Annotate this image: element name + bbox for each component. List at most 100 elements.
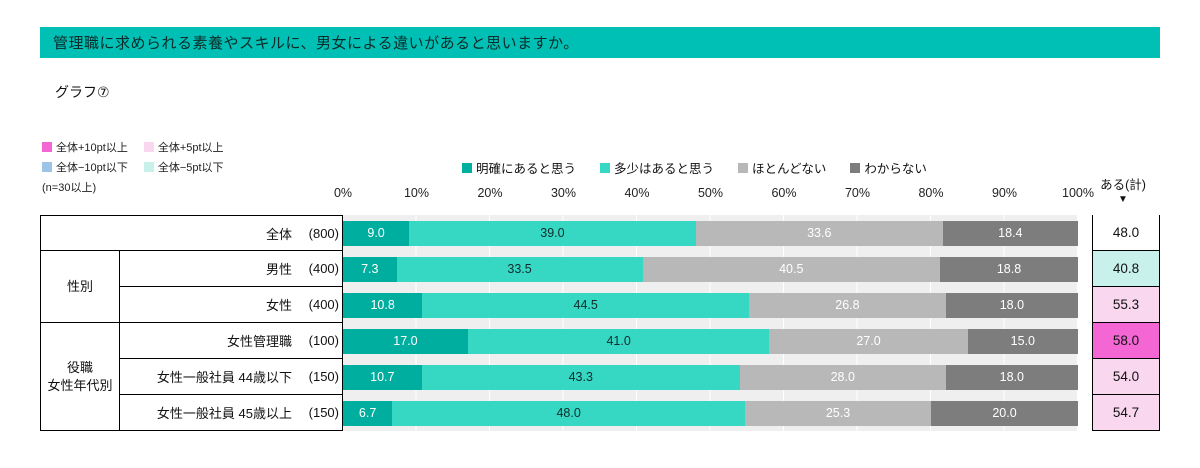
axis-tick: 50%: [697, 186, 724, 200]
bar-segment-hardly: 27.0: [769, 328, 968, 354]
lightgray-series-swatch-icon: [738, 162, 749, 173]
bar-segment-hardly: 25.3: [745, 400, 931, 426]
bar-value: 25.3: [825, 406, 851, 420]
bar-segment-dontknow: 15.0: [967, 328, 1078, 354]
blue-minus10-swatch-icon: [42, 162, 52, 172]
bar-segment-dontknow: 18.4: [942, 220, 1078, 246]
axis-tick: 10%: [403, 186, 430, 200]
series-label: 多少はあると思う: [614, 162, 715, 176]
bar-row: 9.0 39.0 33.6 18.4: [343, 215, 1078, 251]
row-n: (150): [308, 369, 339, 384]
bar-segment-definitely: 9.0: [343, 220, 410, 246]
threshold-label: 全体−10pt以下: [56, 162, 128, 174]
row-label: 全体: [265, 226, 292, 242]
axis-tick: 0%: [333, 186, 353, 200]
bar-segment-definitely: 17.0: [343, 328, 468, 354]
question-title: 管理職に求められる素養やスキルに、男女による違いがあると思いますか。: [53, 35, 579, 52]
series-label: 明確にあると思う: [476, 162, 577, 176]
total-cell: 54.7: [1092, 395, 1160, 431]
bar-segment-dontknow: 20.0: [930, 400, 1078, 426]
row-label-josei-kanrishoku: 女性管理職 (100): [120, 323, 343, 359]
total-column-header: ある(計) ▼: [1088, 174, 1158, 205]
cyan-minus5-swatch-icon: [143, 162, 154, 172]
group-line: 役職: [66, 359, 93, 375]
total-cell: 58.0: [1092, 323, 1160, 359]
row-label: 女性: [265, 298, 292, 313]
bar-row: 7.3 33.5 40.5 18.8: [343, 251, 1078, 287]
bar-value: 9.0: [367, 226, 385, 240]
threshold-label: 全体−5pt以下: [157, 162, 224, 174]
x-axis: 0% 10% 20% 30% 40% 50% 60% 70% 80% 90% 1…: [334, 186, 1094, 202]
bar-segment-hardly: 40.5: [642, 256, 940, 282]
bar-segment-definitely: 10.8: [343, 292, 423, 318]
total-value: 54.7: [1112, 405, 1140, 420]
total-cell: 40.8: [1092, 251, 1160, 287]
row-n: (100): [308, 333, 339, 348]
bar-row: 17.0 41.0 27.0 15.0: [343, 323, 1078, 359]
bar-segment-somewhat: 41.0: [467, 328, 770, 354]
total-value: 54.0: [1112, 369, 1140, 384]
series-legend: 明確にあると思う 多少はあると思う ほとんどない わからない: [462, 158, 927, 177]
bar-row: 6.7 48.0 25.3 20.0: [343, 395, 1078, 431]
threshold-label: 全体+10pt以上: [56, 142, 128, 154]
total-value: 48.0: [1112, 225, 1140, 240]
bar-value: 33.6: [807, 226, 832, 240]
bar-segment-definitely: 6.7: [343, 400, 393, 426]
bar-value: 48.0: [556, 406, 581, 420]
group-line: 女性年代別: [47, 377, 113, 393]
total-cell: 55.3: [1092, 287, 1160, 323]
bar-value: 6.7: [358, 406, 377, 420]
row-label-ippan-44-under: 女性一般社員 44歳以下 (150): [120, 359, 343, 395]
teal-series-swatch-icon: [462, 162, 472, 173]
bar-value: 17.0: [393, 334, 418, 348]
lightpink-plus5-swatch-icon: [143, 142, 154, 152]
threshold-legend-item: 全体−10pt以下: [42, 159, 128, 175]
axis-tick: 40%: [624, 186, 650, 200]
group-label-yakushoku: 役職 女性年代別: [40, 323, 120, 431]
threshold-legend-item: 全体+5pt以上: [143, 139, 224, 155]
total-cell: 54.0: [1092, 359, 1160, 395]
axis-tick: 80%: [918, 186, 944, 200]
total-header-label: ある(計): [1100, 178, 1146, 192]
axis-tick: 60%: [771, 186, 797, 200]
series-legend-item: 多少はあると思う: [600, 158, 714, 177]
bar-segment-hardly: 33.6: [695, 220, 943, 246]
total-value: 55.3: [1112, 297, 1140, 312]
bar-segment-somewhat: 43.3: [421, 364, 740, 390]
axis-tick: 20%: [477, 186, 503, 200]
bar-segment-somewhat: 44.5: [422, 292, 750, 318]
series-label: わからない: [864, 162, 927, 176]
threshold-label: 全体+5pt以上: [157, 142, 224, 154]
row-n: (150): [308, 405, 339, 420]
axis-tick: 70%: [844, 186, 871, 200]
bar-value: 10.7: [370, 370, 395, 384]
bar-row: 10.8 44.5 26.8 18.0: [343, 287, 1078, 323]
axis-tick: 100%: [1062, 186, 1094, 200]
bar-segment-dontknow: 18.8: [939, 256, 1078, 282]
bar-value: 28.0: [830, 370, 855, 384]
bar-value: 40.5: [779, 262, 804, 276]
group-label-seibetsu: 性別: [40, 251, 120, 323]
series-legend-item: 明確にあると思う: [462, 158, 576, 177]
threshold-legend: 全体+10pt以上 全体+5pt以上 全体−10pt以下 全体−5pt以下 (n…: [42, 139, 224, 195]
bar-value: 18.8: [996, 262, 1022, 276]
series-legend-item: わからない: [850, 158, 927, 177]
pink-plus10-swatch-icon: [42, 142, 52, 152]
bar-value: 26.8: [835, 298, 860, 312]
bar-value: 41.0: [606, 334, 631, 348]
total-value: 40.8: [1112, 261, 1140, 276]
bar-value: 18.0: [999, 298, 1025, 312]
bar-value: 39.0: [540, 226, 565, 240]
turquoise-series-swatch-icon: [600, 162, 611, 173]
bar-value: 27.0: [856, 334, 881, 348]
bar-value: 44.5: [573, 298, 598, 312]
sample-size-note: (n=30以上): [42, 182, 97, 194]
row-label: 女性管理職: [226, 334, 292, 349]
row-label: 男性: [265, 262, 292, 277]
bar-segment-somewhat: 48.0: [392, 400, 746, 426]
total-value: 58.0: [1112, 333, 1140, 348]
threshold-legend-item: 全体+10pt以上: [42, 139, 128, 155]
row-n: (800): [308, 225, 339, 241]
bar-segment-definitely: 7.3: [343, 256, 397, 282]
bar-value: 43.3: [568, 370, 593, 384]
